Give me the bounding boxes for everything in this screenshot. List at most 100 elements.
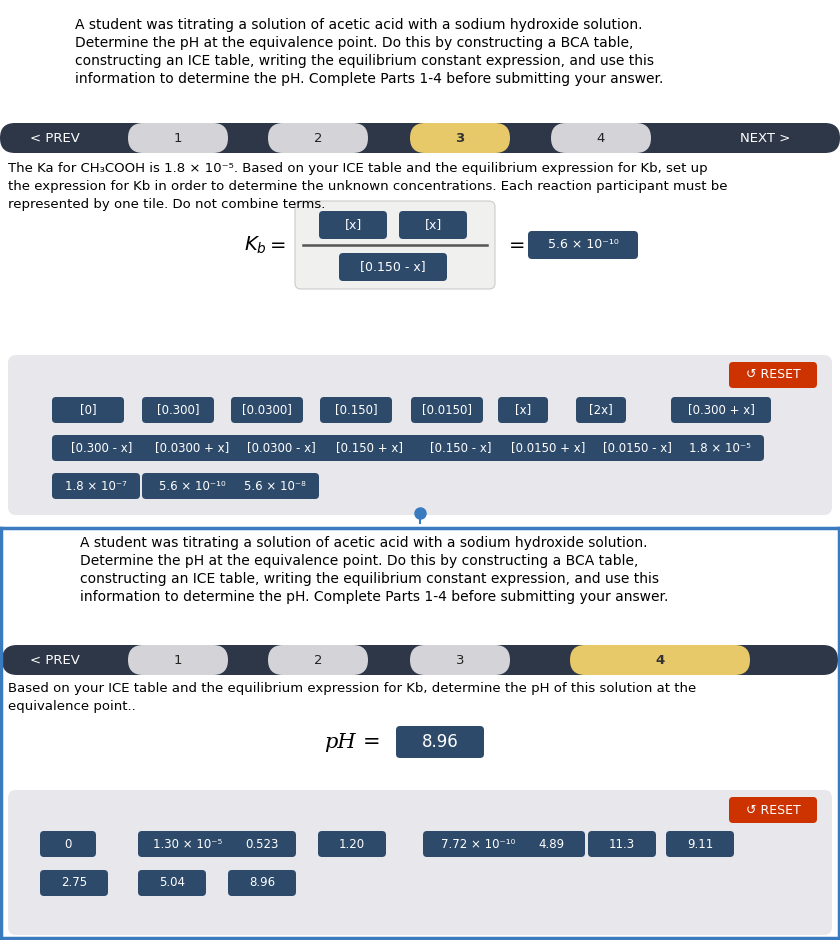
FancyBboxPatch shape	[399, 211, 467, 239]
FancyBboxPatch shape	[423, 831, 533, 857]
FancyBboxPatch shape	[40, 870, 108, 896]
Text: [x]: [x]	[424, 218, 442, 231]
FancyBboxPatch shape	[2, 645, 838, 675]
Text: constructing an ICE table, writing the equilibrium constant expression, and use : constructing an ICE table, writing the e…	[80, 572, 659, 586]
Text: 1: 1	[174, 653, 182, 666]
Text: pH: pH	[324, 732, 356, 751]
FancyBboxPatch shape	[128, 645, 228, 675]
Text: [0.300]: [0.300]	[157, 403, 199, 416]
FancyBboxPatch shape	[676, 435, 764, 461]
FancyBboxPatch shape	[0, 123, 840, 153]
FancyBboxPatch shape	[729, 362, 817, 388]
Text: 7.72 × 10⁻¹⁰: 7.72 × 10⁻¹⁰	[441, 838, 515, 851]
FancyBboxPatch shape	[320, 435, 420, 461]
Text: 4: 4	[596, 132, 605, 145]
FancyBboxPatch shape	[320, 397, 392, 423]
Text: 5.6 × 10⁻¹⁰: 5.6 × 10⁻¹⁰	[548, 239, 618, 252]
Text: Determine the pH at the equivalence point. Do this by constructing a BCA table,: Determine the pH at the equivalence poin…	[75, 36, 633, 50]
FancyBboxPatch shape	[666, 831, 734, 857]
Text: [0.0150]: [0.0150]	[422, 403, 472, 416]
Text: 5.6 × 10⁻⁸: 5.6 × 10⁻⁸	[244, 479, 306, 493]
Text: Based on your ICE table and the equilibrium expression for Kb, determine the pH : Based on your ICE table and the equilibr…	[8, 682, 696, 695]
Text: equivalence point..: equivalence point..	[8, 700, 136, 713]
FancyBboxPatch shape	[228, 831, 296, 857]
Text: [x]: [x]	[515, 403, 531, 416]
Text: 2: 2	[314, 132, 323, 145]
Text: 1.8 × 10⁻⁷: 1.8 × 10⁻⁷	[65, 479, 127, 493]
FancyBboxPatch shape	[40, 831, 96, 857]
FancyBboxPatch shape	[142, 473, 242, 499]
FancyBboxPatch shape	[138, 870, 206, 896]
Text: A student was titrating a solution of acetic acid with a sodium hydroxide soluti: A student was titrating a solution of ac…	[80, 536, 648, 550]
Text: =: =	[363, 732, 381, 752]
Text: $K_b$: $K_b$	[244, 234, 266, 256]
Text: 11.3: 11.3	[609, 838, 635, 851]
FancyBboxPatch shape	[410, 123, 510, 153]
FancyBboxPatch shape	[8, 790, 832, 935]
Text: [0.150 - x]: [0.150 - x]	[430, 442, 491, 455]
Text: [0.0300 - x]: [0.0300 - x]	[247, 442, 315, 455]
Text: ↺ RESET: ↺ RESET	[746, 804, 801, 817]
Text: Determine the pH at the equivalence point. Do this by constructing a BCA table,: Determine the pH at the equivalence poin…	[80, 554, 638, 568]
Text: 4.89: 4.89	[538, 838, 564, 851]
Text: < PREV: < PREV	[30, 132, 80, 145]
Text: information to determine the pH. Complete Parts 1-4 before submitting your answe: information to determine the pH. Complet…	[80, 590, 669, 604]
Text: [0.300 + x]: [0.300 + x]	[688, 403, 754, 416]
Text: 2.75: 2.75	[61, 876, 87, 889]
FancyBboxPatch shape	[410, 645, 510, 675]
Text: ↺ RESET: ↺ RESET	[746, 368, 801, 382]
Text: =: =	[509, 236, 525, 255]
Text: [0]: [0]	[80, 403, 97, 416]
FancyBboxPatch shape	[2, 528, 838, 940]
FancyBboxPatch shape	[411, 397, 483, 423]
Text: information to determine the pH. Complete Parts 1-4 before submitting your answe: information to determine the pH. Complet…	[75, 72, 664, 86]
FancyBboxPatch shape	[671, 397, 771, 423]
FancyBboxPatch shape	[587, 435, 687, 461]
Text: [2x]: [2x]	[589, 403, 613, 416]
FancyBboxPatch shape	[576, 397, 626, 423]
Text: 8.96: 8.96	[249, 876, 275, 889]
Text: < PREV: < PREV	[30, 653, 80, 666]
Text: [x]: [x]	[344, 218, 362, 231]
FancyBboxPatch shape	[0, 0, 840, 540]
Text: [0.300 - x]: [0.300 - x]	[71, 442, 133, 455]
FancyBboxPatch shape	[517, 831, 585, 857]
FancyBboxPatch shape	[228, 870, 296, 896]
Text: 0: 0	[65, 838, 71, 851]
Text: 8.96: 8.96	[422, 733, 459, 751]
FancyBboxPatch shape	[142, 397, 214, 423]
Text: represented by one tile. Do not combine terms.: represented by one tile. Do not combine …	[8, 198, 325, 211]
Text: 9.11: 9.11	[687, 838, 713, 851]
Text: 3: 3	[456, 653, 465, 666]
Text: [0.0150 - x]: [0.0150 - x]	[602, 442, 671, 455]
FancyBboxPatch shape	[52, 473, 140, 499]
FancyBboxPatch shape	[339, 253, 447, 281]
FancyBboxPatch shape	[396, 726, 484, 758]
Text: 2: 2	[314, 653, 323, 666]
FancyBboxPatch shape	[231, 435, 331, 461]
FancyBboxPatch shape	[729, 797, 817, 823]
FancyBboxPatch shape	[142, 435, 242, 461]
FancyBboxPatch shape	[498, 435, 598, 461]
FancyBboxPatch shape	[498, 397, 548, 423]
Text: NEXT >: NEXT >	[740, 132, 790, 145]
FancyBboxPatch shape	[295, 201, 495, 289]
FancyBboxPatch shape	[52, 397, 124, 423]
Text: 5.04: 5.04	[159, 876, 185, 889]
FancyBboxPatch shape	[128, 123, 228, 153]
FancyBboxPatch shape	[268, 645, 368, 675]
Text: 1.30 × 10⁻⁵: 1.30 × 10⁻⁵	[154, 838, 223, 851]
Text: 0.523: 0.523	[245, 838, 279, 851]
Text: A student was titrating a solution of acetic acid with a sodium hydroxide soluti: A student was titrating a solution of ac…	[75, 18, 643, 32]
FancyBboxPatch shape	[52, 435, 152, 461]
Text: [0.150 - x]: [0.150 - x]	[360, 260, 426, 274]
Text: [0.0150 + x]: [0.0150 + x]	[511, 442, 585, 455]
FancyBboxPatch shape	[268, 123, 368, 153]
Text: [0.0300 + x]: [0.0300 + x]	[155, 442, 229, 455]
Text: =: =	[270, 236, 286, 255]
FancyBboxPatch shape	[551, 123, 651, 153]
Text: [0.150 + x]: [0.150 + x]	[337, 442, 403, 455]
FancyBboxPatch shape	[318, 831, 386, 857]
FancyBboxPatch shape	[231, 397, 303, 423]
FancyBboxPatch shape	[570, 645, 750, 675]
